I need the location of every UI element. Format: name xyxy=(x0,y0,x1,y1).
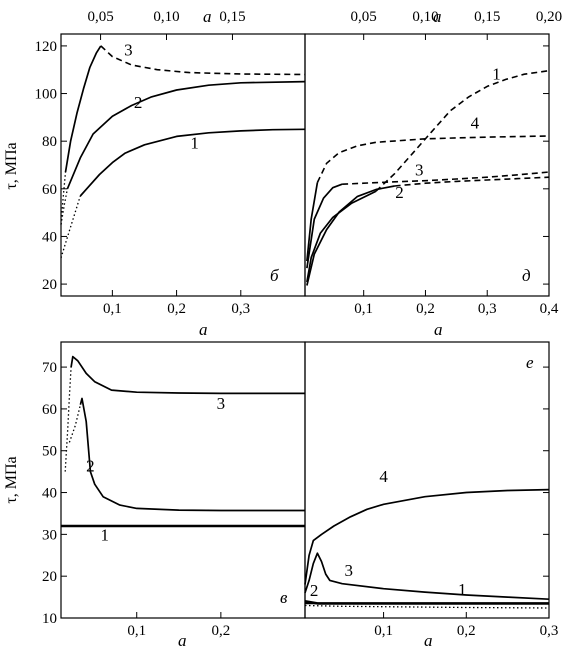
panel-e-series-label-3: 3 xyxy=(345,561,354,580)
panel-v-xtick-label: 0,1 xyxy=(127,623,146,639)
panel-e-ticks: 0,1 0,2 0,3 xyxy=(374,366,559,639)
panel-b-xtick-label: 0,2 xyxy=(167,301,186,317)
panel-v-ytick-label: 20 xyxy=(42,569,57,585)
panel-d-x2tick-label: 0,05 xyxy=(351,9,377,25)
panel-v-curves: 1 2 3 xyxy=(61,355,305,545)
panel-b-ticks: 20 40 60 80 100 120 0,1 0,2 0,3 0,05 0,10 0,15 xyxy=(35,9,251,317)
panel-b-ytick-label: 60 xyxy=(42,182,57,198)
panel-b-x2tick-label: 0,10 xyxy=(153,9,179,25)
panel-b-series-label-2: 2 xyxy=(134,93,143,112)
panel-d-series-1-dashed xyxy=(375,69,550,192)
panel-v-series-label-2: 2 xyxy=(86,457,95,476)
panel-e-series-4-solid xyxy=(304,488,550,585)
panel-b-bottom-axis-label: a xyxy=(199,320,208,339)
panel-b-series-3-dotted xyxy=(60,172,67,225)
panel-e-xtick-label: 0,2 xyxy=(457,623,476,639)
panel-d-series-label-3: 3 xyxy=(415,161,424,180)
panel-b-series-3-dashed xyxy=(100,45,306,76)
panel-d-series-4-dashed xyxy=(316,135,550,183)
panel-v-ytick-label: 50 xyxy=(42,444,57,460)
panel-b-frame xyxy=(60,33,306,297)
panel-d-xtick-label: 0,2 xyxy=(416,301,435,317)
panel-b-xtick-label: 0,1 xyxy=(103,301,122,317)
panel-b-ytick-label: 20 xyxy=(42,277,57,293)
panel-e-letter: е xyxy=(526,353,534,372)
panel-d-xtick-label: 0,3 xyxy=(478,301,497,317)
panel-d-series-label-4: 4 xyxy=(471,113,480,132)
panel-d-x2tick-label: 0,15 xyxy=(474,9,500,25)
panel-d-letter: д xyxy=(522,266,531,285)
panel-b-letter: б xyxy=(270,266,279,285)
panel-b-xtick-label: 0,3 xyxy=(231,301,250,317)
panel-b-top-axis-label: a xyxy=(203,7,212,26)
y-axis-label-bottom: τ, МПа xyxy=(3,456,20,503)
panel-v-series-label-3: 3 xyxy=(217,394,226,413)
panel-v-letter: в xyxy=(280,588,288,607)
panel-d-curves: 1 23 4 xyxy=(306,64,550,286)
panel-b-series-1-dotted xyxy=(60,195,81,259)
panel-b-ytick-label: 40 xyxy=(42,229,57,245)
panel-b-series-label-1: 1 xyxy=(190,133,199,152)
panel-e-series-1-dotted xyxy=(304,604,550,609)
panel-v-bottom-axis-label: a xyxy=(178,631,187,650)
panel-b-series-3-solid xyxy=(64,45,102,173)
panel-d-top-axis-label: a xyxy=(433,7,442,26)
panel-v-series-2-solid xyxy=(79,397,305,512)
panel-e-series-2-solid xyxy=(304,600,549,605)
panel-b-ytick-label: 100 xyxy=(35,87,58,103)
panel-b-ytick-label: 120 xyxy=(35,39,58,55)
panel-v-xtick-label: 0,2 xyxy=(211,623,230,639)
panel-e-xtick-label: 0,1 xyxy=(374,623,393,639)
panel-d-series-2-dashed xyxy=(394,176,550,187)
panel-d-series-3-dashed xyxy=(342,171,550,185)
panel-d-xtick-label: 0,4 xyxy=(540,301,559,317)
panel-v-series-label-1: 1 xyxy=(101,526,110,545)
panel-e-series-label-4: 4 xyxy=(379,467,388,486)
panel-v-series-3-dotted xyxy=(64,367,72,472)
panel-b-curves: 1 2 3 xyxy=(60,40,306,259)
panel-b-x2tick-label: 0,15 xyxy=(219,9,245,25)
panel-e-series-label-1: 1 xyxy=(458,580,467,599)
panel-e-series-label-2: 2 xyxy=(310,581,319,600)
panel-e: 1 2 3 4 0,1 0,2 0,3 е a xyxy=(304,341,559,650)
panel-d-frame xyxy=(304,33,550,297)
panel-e-bottom-axis-label: a xyxy=(424,631,433,650)
panel-d-series-2-solid xyxy=(306,185,395,286)
panel-d-x2tick-label: 0,10 xyxy=(412,9,438,25)
panel-v: 1 2 3 10 20 30 40 50 60 70 0,1 0,2 в a xyxy=(42,341,306,650)
panel-b-series-1-solid xyxy=(79,128,306,197)
panel-e-xtick-label: 0,3 xyxy=(540,623,559,639)
panel-e-curves: 1 2 3 4 xyxy=(304,467,550,609)
panel-d-xtick-label: 0,1 xyxy=(354,301,373,317)
panel-e-frame xyxy=(304,341,550,619)
panel-d-series-1-solid xyxy=(306,190,377,283)
panel-d-bottom-axis-label: a xyxy=(434,320,443,339)
panel-v-ytick-label: 10 xyxy=(42,611,57,627)
panel-d-x2tick-label: 0,20 xyxy=(536,9,562,25)
panel-d-series-3-solid xyxy=(306,183,343,269)
panel-b-ytick-label: 80 xyxy=(42,134,57,150)
panel-v-series-2-dotted xyxy=(68,404,82,443)
panel-v-ytick-label: 70 xyxy=(42,360,57,376)
panel-b-x2tick-label: 0,05 xyxy=(87,9,113,25)
panel-v-ytick-label: 60 xyxy=(42,402,57,418)
panel-b-series-2-solid xyxy=(66,80,306,190)
panel-v-ytick-label: 40 xyxy=(42,486,57,502)
panel-d-series-4-solid xyxy=(306,182,319,262)
panel-v-ytick-label: 30 xyxy=(42,527,57,543)
panel-d-ticks: 0,1 0,2 0,3 0,4 0,05 0,10 0,15 0,20 xyxy=(351,9,563,317)
panel-d-series-label-2: 2 xyxy=(395,183,404,202)
y-axis-label-top: τ, МПа xyxy=(3,142,20,189)
panel-b-series-label-3: 3 xyxy=(124,40,133,59)
panel-v-series-3-solid xyxy=(70,355,305,395)
panel-d-series-label-1: 1 xyxy=(492,64,501,83)
panel-d: 1 23 4 0,1 0,2 0,3 0,4 0,05 0,10 0,15 0,20 д a a xyxy=(304,7,563,339)
panel-v-ticks: 10 20 30 40 50 60 70 0,1 0,2 xyxy=(42,360,230,639)
panel-e-series-3-solid xyxy=(304,552,550,601)
